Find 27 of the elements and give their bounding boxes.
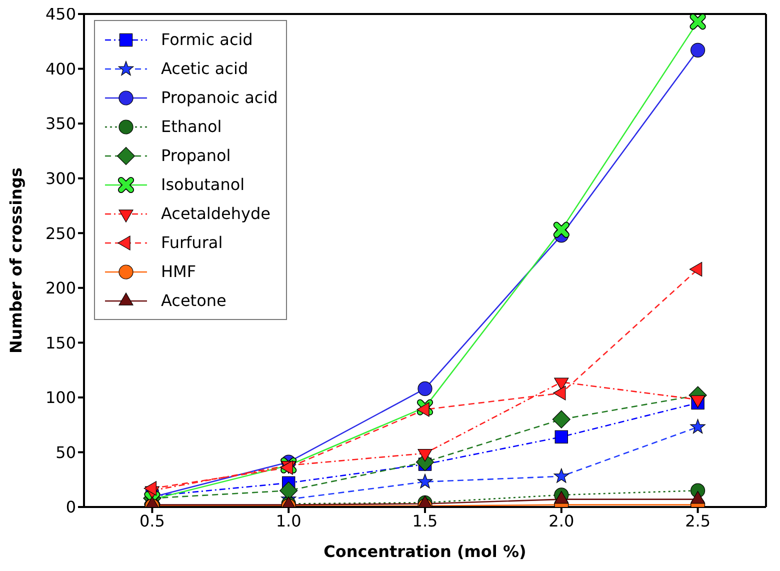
y-tick-label: 200	[45, 278, 76, 298]
x-tick-label: 2.0	[548, 511, 574, 530]
legend-label: Isobutanol	[161, 175, 245, 194]
y-tick-label: 100	[45, 388, 76, 408]
y-tick-label: 150	[45, 333, 76, 352]
legend-label: Furfural	[161, 233, 223, 252]
legend-label: Acetaldehyde	[161, 204, 270, 223]
x-tick-label: 0.5	[139, 511, 165, 530]
y-axis-title: Number of crossings	[6, 167, 26, 354]
y-tick-label: 400	[45, 59, 76, 78]
y-tick-label: 50	[56, 442, 76, 462]
legend-label: Propanol	[161, 146, 231, 165]
x-tick-label: 2.5	[685, 511, 711, 530]
y-tick-label: 450	[45, 4, 76, 24]
y-tick-label: 250	[45, 224, 76, 243]
y-tick-label: 0	[66, 498, 76, 517]
legend-label: HMF	[161, 262, 196, 281]
x-axis-title: Concentration (mol %)	[324, 542, 526, 561]
legend-label: Acetic acid	[161, 59, 248, 78]
legend-label: Propanoic acid	[161, 88, 278, 107]
y-tick-label: 350	[45, 114, 76, 134]
legend-label: Formic acid	[161, 30, 253, 49]
x-tick-label: 1.0	[276, 511, 302, 530]
x-tick-label: 1.5	[412, 511, 438, 530]
y-tick-label: 300	[45, 169, 76, 188]
legend-label: Acetone	[161, 291, 226, 310]
legend-label: Ethanol	[161, 117, 222, 136]
